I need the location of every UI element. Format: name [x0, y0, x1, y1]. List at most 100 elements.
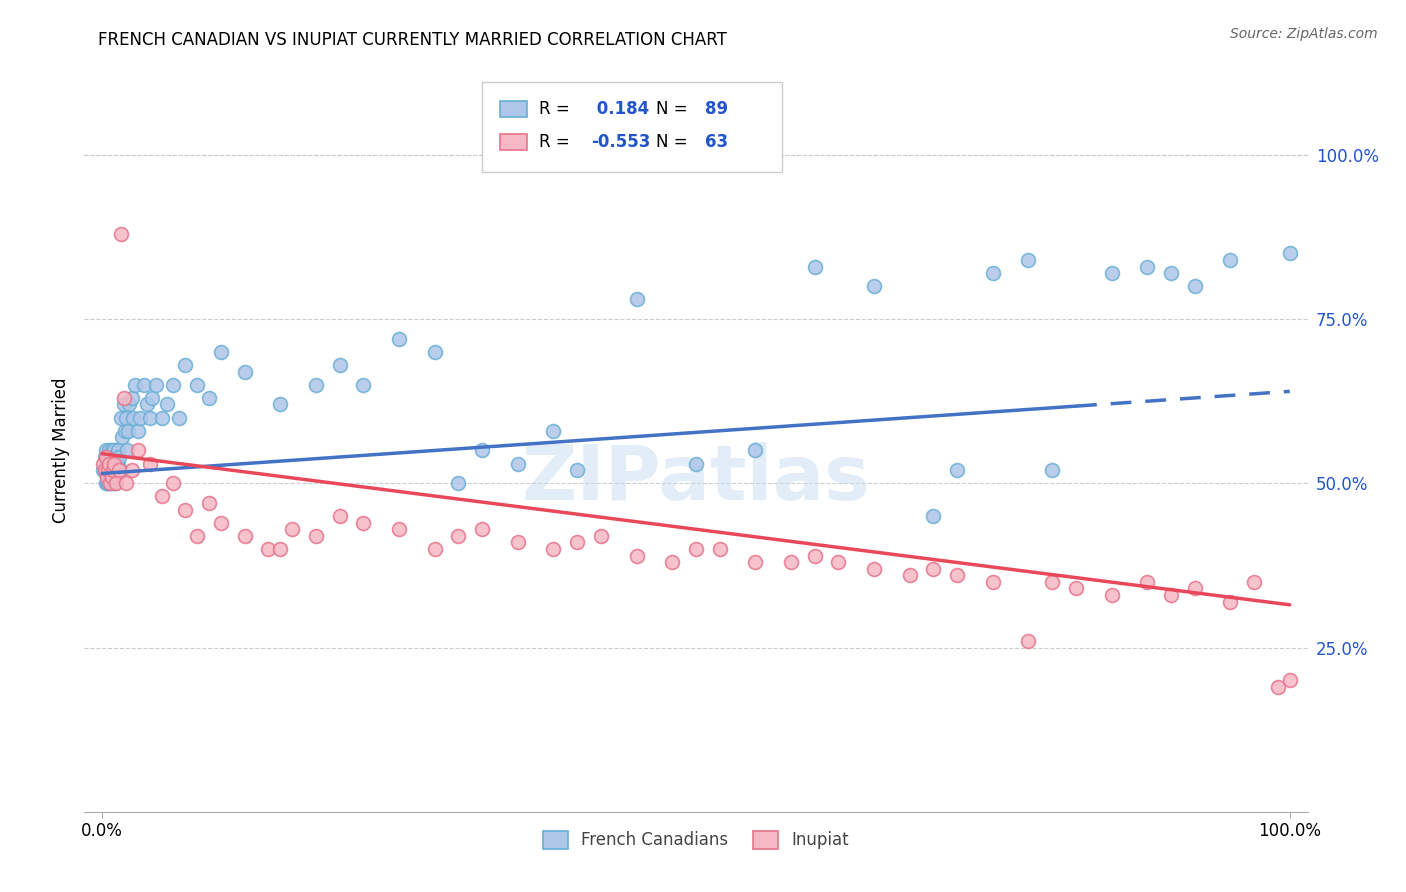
Text: ZIPatlas: ZIPatlas — [522, 442, 870, 516]
Point — [124, 377, 146, 392]
Text: 0.184: 0.184 — [591, 101, 650, 119]
Point — [567, 535, 589, 549]
Point — [121, 463, 143, 477]
Point — [209, 516, 232, 530]
Point — [100, 469, 122, 483]
Point — [101, 450, 124, 464]
Point — [162, 476, 184, 491]
Point — [305, 529, 328, 543]
Point — [100, 450, 122, 464]
Point — [589, 529, 612, 543]
Point — [97, 476, 120, 491]
Point — [100, 443, 122, 458]
Point — [94, 476, 117, 491]
Point — [1018, 252, 1040, 267]
Point — [863, 562, 886, 576]
Point — [127, 424, 149, 438]
Point — [101, 476, 124, 491]
Point — [329, 509, 352, 524]
Bar — [501, 134, 527, 150]
Point — [1184, 279, 1206, 293]
Point — [98, 457, 121, 471]
Point — [129, 410, 152, 425]
Point — [94, 443, 117, 458]
Point — [127, 443, 149, 458]
Point — [209, 345, 232, 359]
Point — [100, 463, 122, 477]
Point — [447, 529, 470, 543]
Point — [803, 260, 825, 274]
Point — [661, 555, 683, 569]
Point — [685, 541, 707, 556]
Point — [506, 457, 529, 471]
Point — [233, 529, 256, 543]
Text: N =: N = — [655, 101, 688, 119]
Point — [685, 457, 707, 471]
Point — [97, 463, 120, 477]
Point — [118, 397, 141, 411]
Point — [105, 476, 128, 491]
Point — [93, 463, 115, 477]
Point — [388, 332, 411, 346]
Point — [388, 522, 411, 536]
Point — [162, 377, 184, 392]
Point — [174, 358, 197, 372]
Point — [1018, 634, 1040, 648]
Point — [104, 463, 127, 477]
FancyBboxPatch shape — [482, 82, 782, 172]
Point — [115, 443, 138, 458]
Point — [96, 469, 118, 483]
Point — [567, 463, 589, 477]
Point — [105, 463, 128, 477]
Point — [110, 410, 132, 425]
Point — [103, 457, 125, 471]
Point — [1136, 260, 1159, 274]
Point — [174, 502, 197, 516]
Point — [922, 509, 945, 524]
Point — [803, 549, 825, 563]
Point — [138, 410, 160, 425]
Point — [946, 568, 969, 582]
Point — [136, 397, 159, 411]
Point — [108, 463, 131, 477]
Point — [122, 410, 145, 425]
Point — [93, 450, 115, 464]
Point — [198, 496, 221, 510]
Point — [94, 450, 117, 464]
Point — [471, 443, 494, 458]
Point — [1160, 588, 1182, 602]
Text: 63: 63 — [704, 133, 728, 151]
Point — [863, 279, 886, 293]
Point — [922, 562, 945, 576]
Text: R =: R = — [540, 101, 571, 119]
Point — [103, 469, 125, 483]
Point — [101, 463, 124, 477]
Point — [1040, 574, 1063, 589]
Point — [1278, 673, 1301, 688]
Point — [281, 522, 304, 536]
Legend: French Canadians, Inupiat: French Canadians, Inupiat — [534, 822, 858, 857]
Point — [100, 476, 122, 491]
Text: R =: R = — [540, 133, 571, 151]
Point — [447, 476, 470, 491]
Point — [156, 397, 179, 411]
Point — [506, 535, 529, 549]
Point — [103, 457, 125, 471]
Point — [111, 430, 134, 444]
Point — [97, 450, 120, 464]
Point — [110, 227, 132, 241]
Point — [1278, 246, 1301, 260]
Point — [169, 410, 191, 425]
Y-axis label: Currently Married: Currently Married — [52, 377, 70, 524]
Point — [104, 476, 127, 491]
Point — [257, 541, 280, 556]
Point — [107, 457, 129, 471]
Point — [107, 450, 129, 464]
Point — [186, 377, 208, 392]
Point — [352, 377, 374, 392]
Point — [744, 443, 766, 458]
Point — [981, 266, 1004, 280]
Point — [946, 463, 969, 477]
Point — [780, 555, 803, 569]
Point — [1243, 574, 1265, 589]
